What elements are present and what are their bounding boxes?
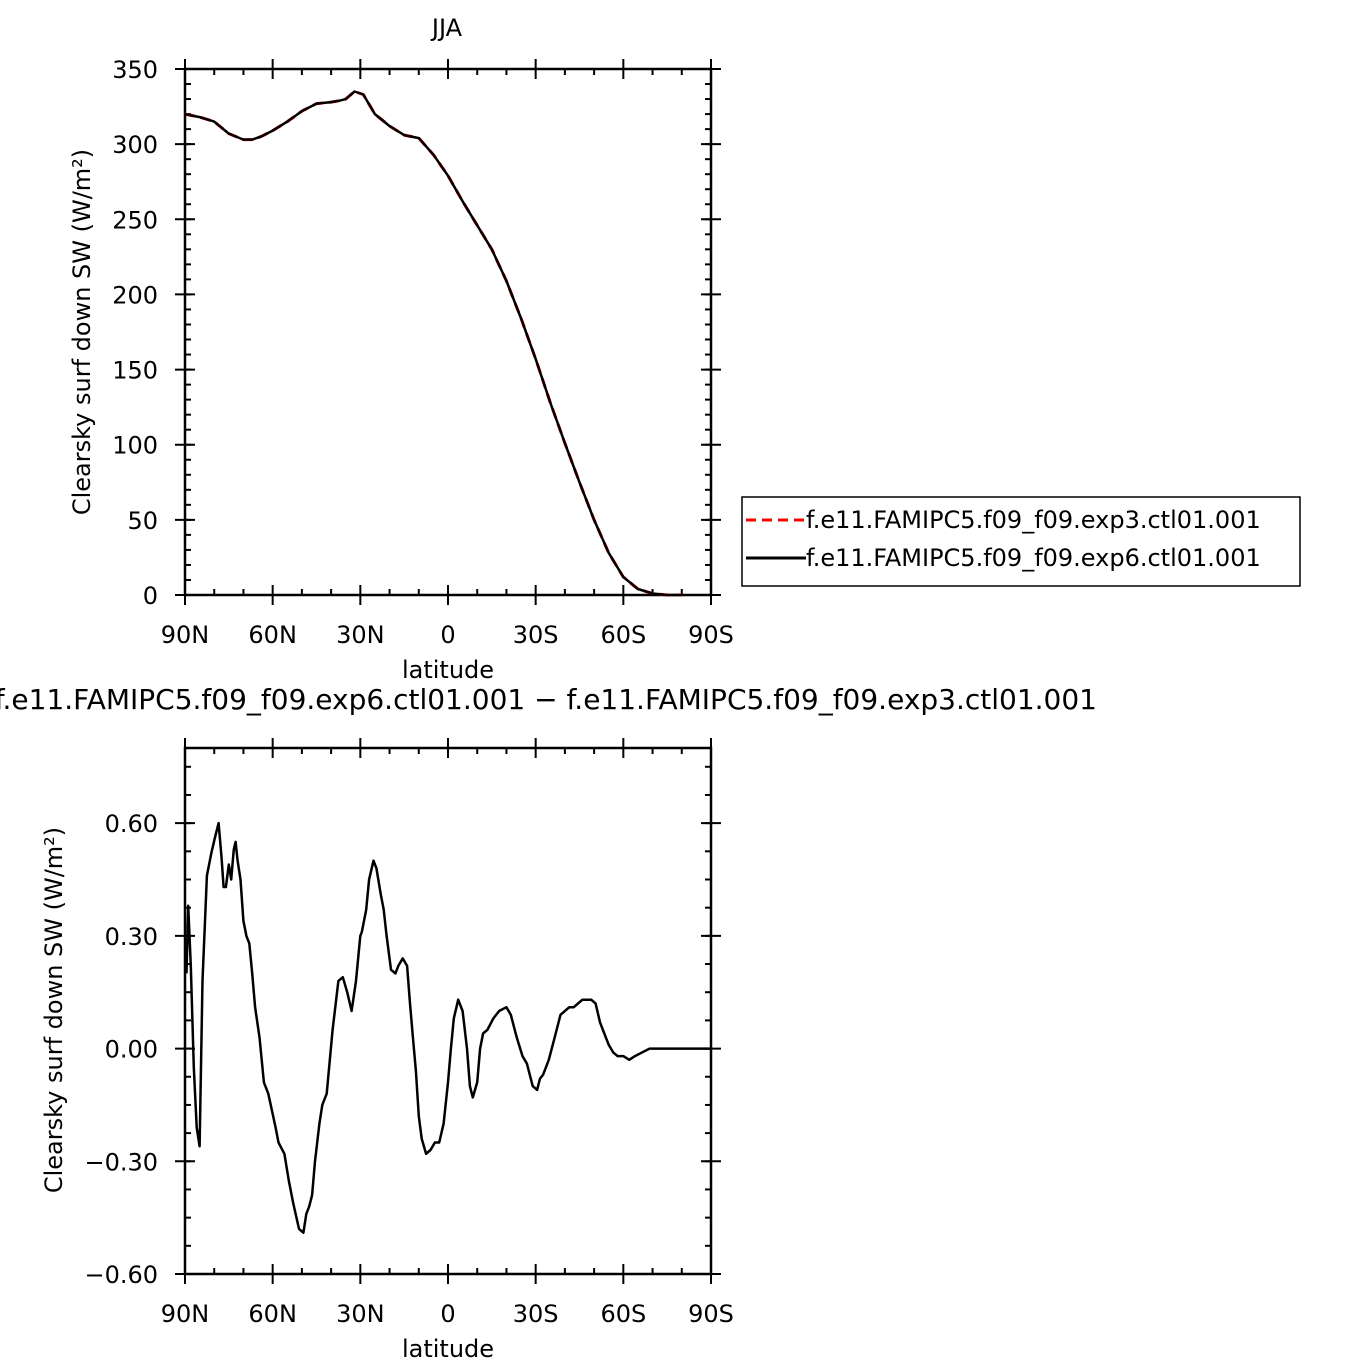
- y-tick-label: 150: [112, 357, 158, 385]
- x-tick-label: 60S: [600, 1300, 646, 1328]
- legend-label-1: f.e11.FAMIPC5.f09_f09.exp3.ctl01.001: [806, 506, 1261, 534]
- legend-label-2: f.e11.FAMIPC5.f09_f09.exp6.ctl01.001: [806, 544, 1261, 572]
- x-tick-label: 60N: [248, 621, 297, 649]
- legend-box: [741, 496, 1301, 587]
- x-tick-label: 90N: [161, 1300, 210, 1328]
- y-axis-label: Clearsky surf down SW (W/m²): [40, 827, 68, 1193]
- y-tick-label: 300: [112, 131, 158, 159]
- y-tick-label: 0: [143, 582, 158, 610]
- y-tick-label: 0.00: [105, 1036, 158, 1064]
- x-tick-label: 30S: [513, 1300, 559, 1328]
- y-tick-label: 350: [112, 56, 158, 84]
- x-tick-label: 30N: [336, 1300, 385, 1328]
- x-tick-label: 30S: [513, 621, 559, 649]
- x-tick-label: 60S: [600, 621, 646, 649]
- y-axis-label: Clearsky surf down SW (W/m²): [68, 149, 96, 515]
- series-line-1: [185, 821, 711, 1234]
- y-tick-label: −0.30: [84, 1148, 158, 1176]
- y-tick-label: 0.60: [105, 810, 158, 838]
- series-line-2: [184, 90, 682, 597]
- x-tick-label: 90S: [688, 1300, 734, 1328]
- bottom-panel: 90N 60N 30N 0 30S 60S 90S −0.60 −0.30 0.00 0.30 0.6…: [0, 683, 1097, 1363]
- x-axis-label: latitude: [402, 1335, 494, 1363]
- x-tick-label: 90S: [688, 621, 734, 649]
- chart-title: JJA: [430, 14, 463, 42]
- x-axis-label: latitude: [402, 656, 494, 684]
- y-tick-label: 100: [112, 432, 158, 460]
- chart-title: f.e11.FAMIPC5.f09_f09.exp6.ctl01.001 − f…: [0, 683, 1097, 716]
- y-tick-label: 250: [112, 206, 158, 234]
- y-tick-label: 50: [127, 507, 158, 535]
- legend: f.e11.FAMIPC5.f09_f09.exp3.ctl01.001 f.e1…: [741, 496, 1301, 587]
- y-tick-label: 0.30: [105, 923, 158, 951]
- x-tick-label: 0: [440, 621, 455, 649]
- top-panel: 90N 60N 30N 0 30S 60S 90S 0 50 100 150 200 250 300 350…: [68, 14, 734, 684]
- x-tick-label: 30N: [336, 621, 385, 649]
- x-tick-label: 0: [440, 1300, 455, 1328]
- x-tick-label: 90N: [161, 621, 210, 649]
- plot-frame: [183, 67, 713, 597]
- x-tick-label: 60N: [248, 1300, 297, 1328]
- plot-frame: [183, 746, 713, 1276]
- y-tick-label: −0.60: [84, 1261, 158, 1289]
- series-line-1: [184, 90, 682, 597]
- y-tick-label: 200: [112, 281, 158, 309]
